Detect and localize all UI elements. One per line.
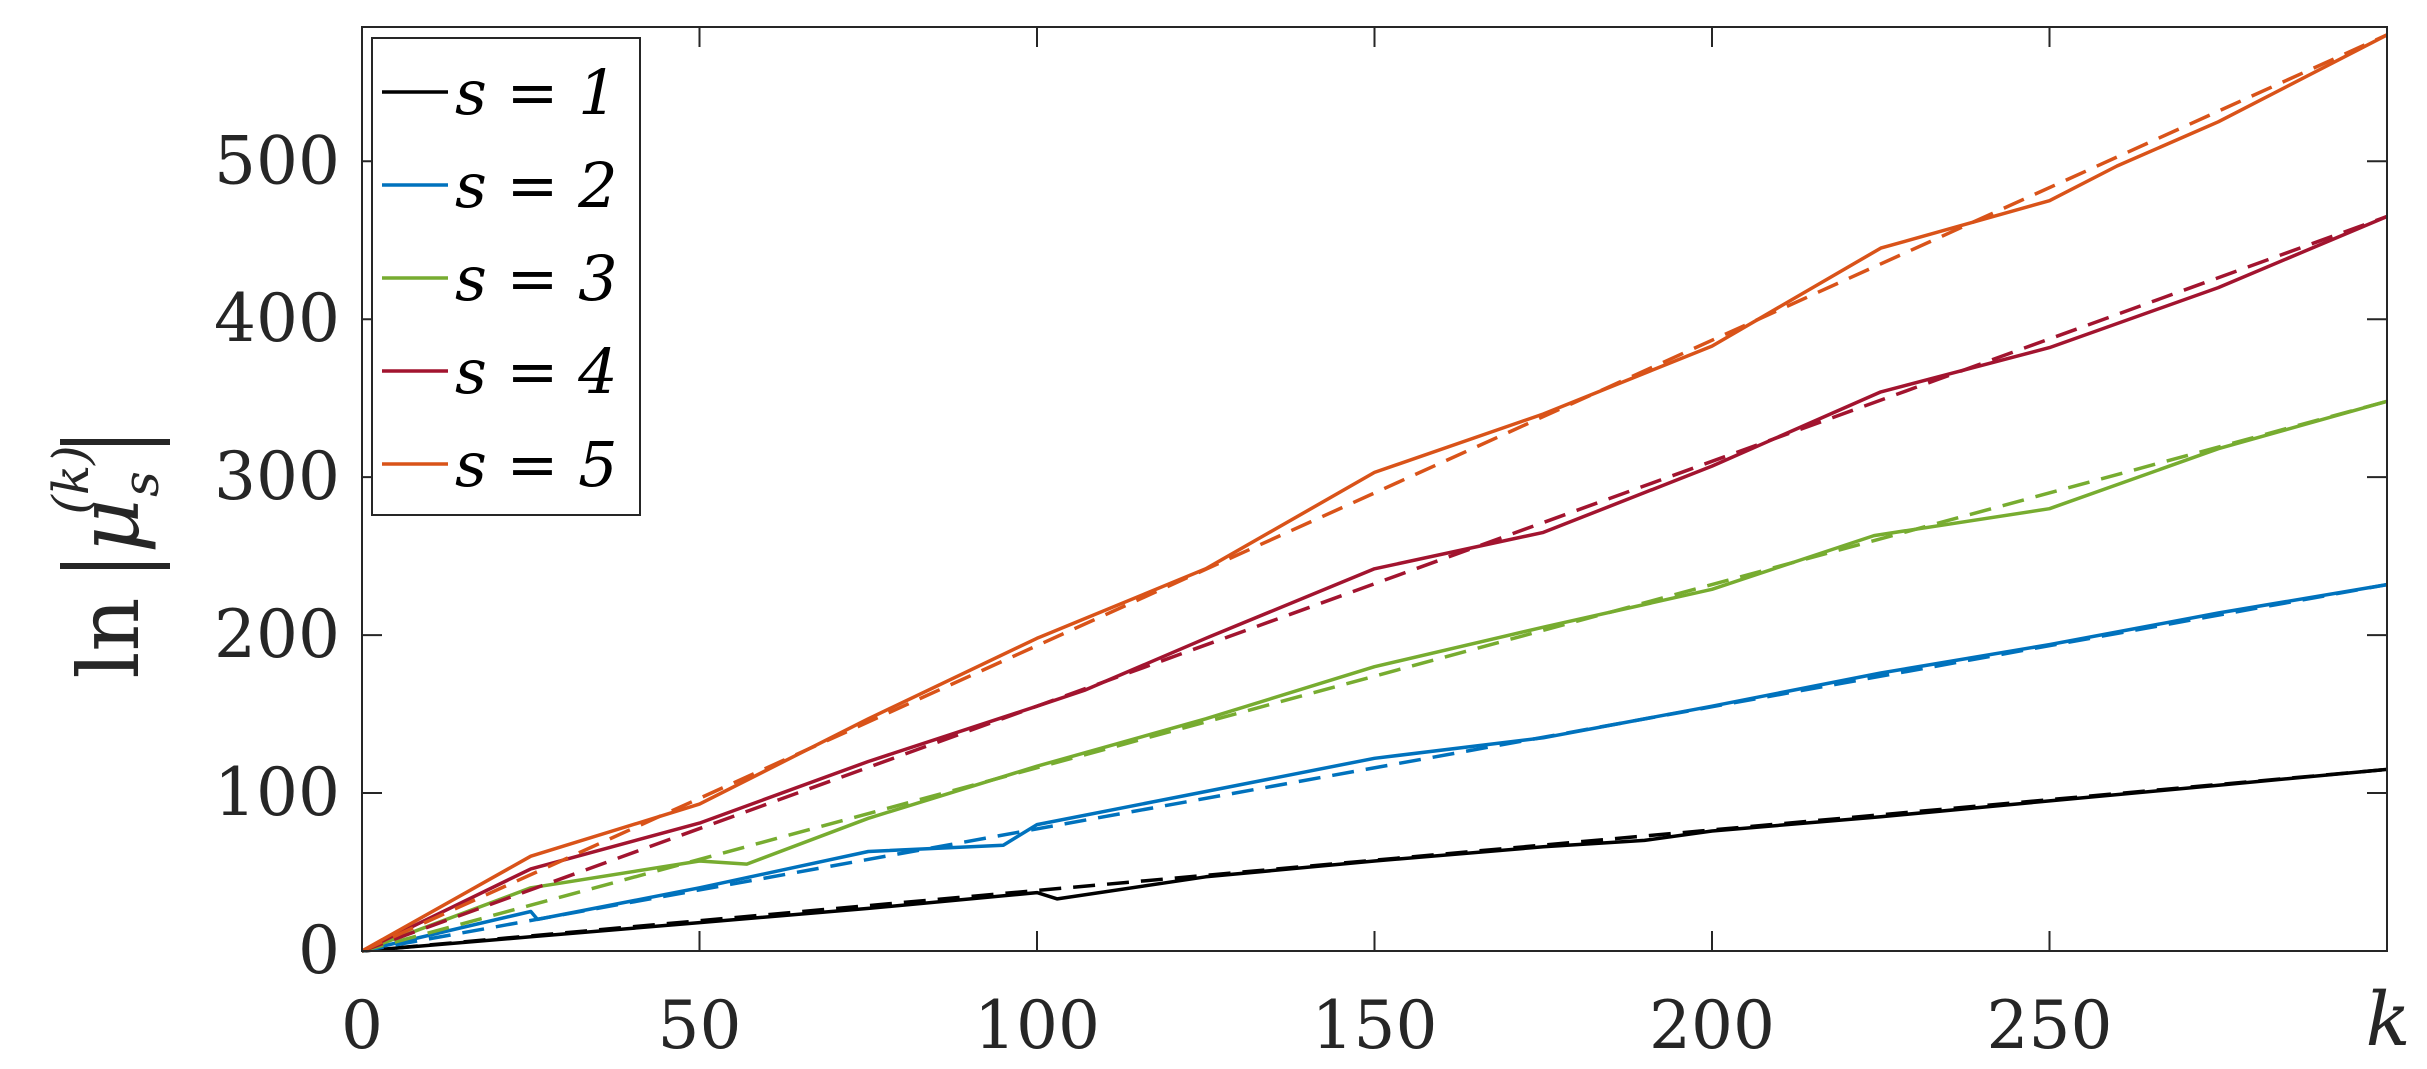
fit-line-5: [361, 33, 2388, 953]
x-axis-label: k: [2366, 977, 2411, 1063]
y-tick-label: 0: [298, 912, 340, 989]
legend-label-3: s = 3: [455, 242, 618, 315]
y-tick-label: 100: [214, 754, 340, 831]
x-tick-label: 250: [1987, 987, 2113, 1064]
y-axis-label-superscript: (k): [42, 445, 100, 514]
x-tick-label: 100: [974, 987, 1100, 1064]
legend: s = 1 s = 2 s = 3 s = 4 s = 5: [371, 37, 641, 516]
y-axis-label-ln: ln: [60, 598, 158, 679]
legend-label-1: s = 1: [455, 56, 618, 129]
y-tick-label: 200: [214, 596, 340, 673]
series-line-2: [361, 582, 2388, 953]
y-tick-label: 400: [214, 280, 340, 357]
legend-entries: s = 1 s = 2 s = 3 s = 4 s = 5: [382, 56, 618, 501]
x-tick-label: 150: [1312, 987, 1438, 1064]
legend-label-4: s = 4: [455, 335, 618, 408]
x-tick-label: 200: [1649, 987, 1775, 1064]
series-line-5: [361, 33, 2388, 953]
legend-label-2: s = 2: [455, 149, 618, 222]
fit-line-4: [361, 214, 2388, 953]
fit-line-2: [361, 582, 2388, 953]
series-line-4: [361, 214, 2388, 953]
y-axis-label-subscript: s: [112, 471, 170, 497]
series-layer: [361, 33, 2388, 953]
y-axis-label: ln μ s (k): [42, 439, 170, 679]
y-tick-label: 300: [214, 438, 340, 515]
y-tick-label: 500: [214, 122, 340, 199]
fit-line-3: [361, 399, 2388, 953]
tick-layer: 0 50 100 150 200 250 0 100 200 300 400 500: [214, 27, 2387, 1064]
x-tick-label: 50: [658, 987, 742, 1064]
x-tick-label: 0: [341, 987, 383, 1064]
series-line-3: [361, 399, 2388, 953]
legend-label-5: s = 5: [455, 428, 618, 501]
y-axis-label-mu: μ: [60, 499, 158, 554]
